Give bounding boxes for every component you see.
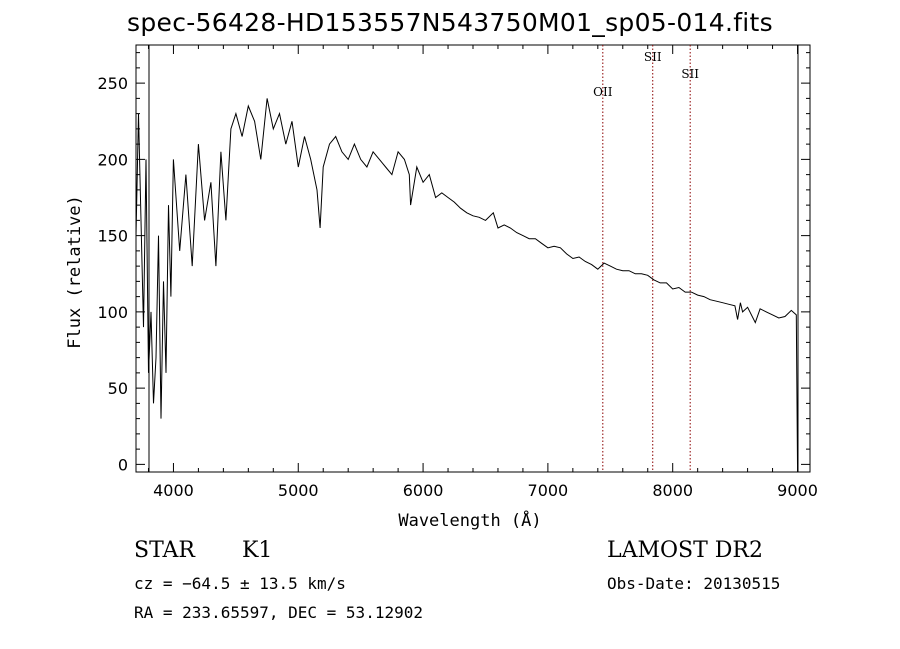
survey-name: LAMOST DR2 <box>607 538 763 563</box>
spectral-line-markers: OII SII SII <box>593 45 699 472</box>
spectrum-series-line <box>135 98 798 465</box>
plot-frame <box>135 44 811 473</box>
x-axis-label: Wavelength (Å) <box>398 511 542 531</box>
x-tick-label: 4000 <box>153 481 194 500</box>
x-tick-label: 6000 <box>403 481 444 500</box>
y-tick-label: 200 <box>97 150 128 169</box>
object-type: STAR <box>134 538 195 563</box>
tick-labels: 4000 5000 6000 7000 8000 9000 0 50 100 150 200 250 <box>97 74 817 500</box>
x-tick-label: 9000 <box>777 481 818 500</box>
coordinates: RA = 233.65597, DEC = 53.12902 <box>134 603 423 622</box>
x-tick-label: 8000 <box>652 481 693 500</box>
observation-date: Obs-Date: 20130515 <box>607 574 781 593</box>
object-subclass: K1 <box>242 538 273 563</box>
spectral-line-label: SII <box>681 67 699 81</box>
x-tick-label: 7000 <box>528 481 569 500</box>
axis-ticks <box>136 45 810 472</box>
chart-title: spec-56428-HD153557N543750M01_sp05-014.f… <box>127 8 773 37</box>
y-tick-label: 50 <box>108 379 128 398</box>
y-tick-label: 150 <box>97 227 128 246</box>
y-tick-label: 0 <box>118 455 128 474</box>
spectral-line-label: SII <box>644 50 662 64</box>
x-tick-label: 5000 <box>278 481 319 500</box>
y-axis-label: Flux (relative) <box>64 195 85 349</box>
redshift-cz: cz = −64.5 ± 13.5 km/s <box>134 574 346 593</box>
y-tick-label: 100 <box>97 303 128 322</box>
spectral-line-label: OII <box>593 85 613 99</box>
y-tick-label: 250 <box>97 74 128 93</box>
